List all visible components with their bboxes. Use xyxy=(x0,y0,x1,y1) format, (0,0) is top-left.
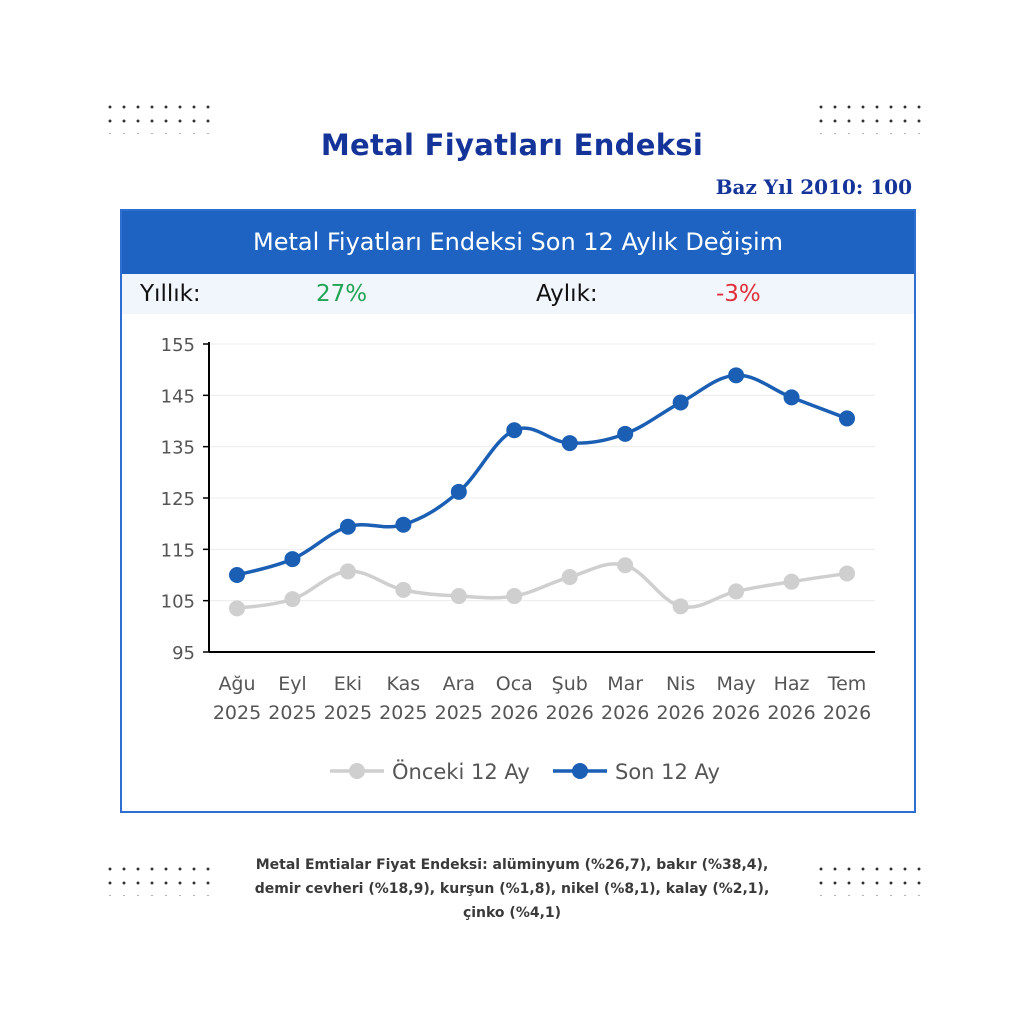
line-chart: 95 105 115 125 135 145 155 Ağu 2025 Eyl 2025 Eki 202… xyxy=(161,335,875,784)
data-point-previous-12-months xyxy=(284,591,301,608)
data-point-last-12-months xyxy=(229,567,245,583)
x-tick-label-month: Ağu xyxy=(218,673,255,695)
base-year-label: Baz Yıl 2010: 100 xyxy=(715,175,912,199)
footnote-line-2: demir cevheri (%18,9), kurşun (%1,8), ni… xyxy=(254,881,770,897)
x-tick-label-month: Mar xyxy=(607,673,643,695)
decorative-dots-bottom-left xyxy=(103,862,215,896)
x-tick-label-month: Şub xyxy=(552,673,588,695)
chart-panel: Metal Fiyatları Endeksi Son 12 Aylık Değ… xyxy=(120,209,916,813)
x-tick-label-year: 2025 xyxy=(324,702,372,724)
x-tick-label-month: Tem xyxy=(827,673,867,695)
data-point-previous-12-months xyxy=(728,583,745,600)
chart-area: 95 105 115 125 135 145 155 Ağu 2025 Eyl 2025 Eki 202… xyxy=(130,314,906,804)
series-line-previous-12-months xyxy=(236,562,848,611)
monthly-label: Aylık: xyxy=(536,281,598,307)
x-tick-label-year: 2026 xyxy=(656,702,704,724)
data-point-last-12-months xyxy=(561,435,578,452)
x-tick-label-year: 2025 xyxy=(213,702,261,724)
x-tick-label-month: Oca xyxy=(496,673,533,695)
data-point-last-12-months xyxy=(339,518,356,535)
data-point-previous-12-months xyxy=(339,563,356,580)
data-point-previous-12-months xyxy=(450,588,467,605)
data-point-previous-12-months xyxy=(617,557,634,574)
x-tick-label-year: 2025 xyxy=(379,702,427,724)
y-tick-label: 115 xyxy=(161,540,195,561)
y-tick-label: 135 xyxy=(161,438,195,459)
yearly-label: Yıllık: xyxy=(140,281,201,307)
x-tick-label-year: 2026 xyxy=(490,702,538,724)
decorative-dots-top-right xyxy=(814,100,926,134)
x-tick-label-year: 2025 xyxy=(435,702,483,724)
x-tick-label-month: Haz xyxy=(774,673,810,695)
x-tick-label-year: 2025 xyxy=(268,702,316,724)
legend-marker-last-12-months xyxy=(572,763,588,779)
panel-header: Metal Fiyatları Endeksi Son 12 Aylık Değ… xyxy=(122,211,914,274)
data-point-last-12-months xyxy=(450,483,467,500)
data-point-previous-12-months xyxy=(506,588,523,605)
stats-row: Yıllık: 27% Aylık: -3% xyxy=(122,274,914,314)
data-point-last-12-months xyxy=(783,389,800,406)
y-tick-label: 105 xyxy=(161,592,195,613)
x-tick-label-month: May xyxy=(716,673,755,695)
decorative-dots-bottom-right xyxy=(814,862,926,896)
legend-label-last-12-months: Son 12 Ay xyxy=(615,760,720,784)
x-tick-label-month: Eki xyxy=(334,673,362,695)
y-tick-label: 125 xyxy=(161,489,195,510)
data-point-last-12-months xyxy=(728,367,745,384)
data-point-last-12-months xyxy=(284,551,301,568)
decorative-dots-top-left xyxy=(103,100,215,134)
y-tick-label: 95 xyxy=(172,643,195,664)
data-point-last-12-months xyxy=(839,410,855,427)
data-point-previous-12-months xyxy=(783,573,800,590)
data-point-previous-12-months xyxy=(395,581,412,598)
data-point-last-12-months xyxy=(672,394,689,411)
series-line-last-12-months xyxy=(236,373,848,577)
data-point-last-12-months xyxy=(617,425,634,442)
x-tick-label-year: 2026 xyxy=(601,702,649,724)
footnote-line-1: Metal Emtialar Fiyat Endeksi: alüminyum … xyxy=(255,857,769,873)
data-point-last-12-months xyxy=(506,422,523,439)
legend-label-previous-12-months: Önceki 12 Ay xyxy=(392,759,530,784)
footnote-line-3: çinko (%4,1) xyxy=(462,905,562,921)
data-point-previous-12-months xyxy=(839,565,855,582)
x-tick-label-month: Kas xyxy=(387,673,421,695)
x-tick-label-month: Ara xyxy=(443,673,475,695)
data-point-previous-12-months xyxy=(229,600,245,617)
y-tick-label: 145 xyxy=(161,386,195,407)
x-tick-label-month: Nis xyxy=(666,673,695,695)
footnote: Metal Emtialar Fiyat Endeksi: alüminyum … xyxy=(232,853,792,925)
yearly-value: 27% xyxy=(316,281,368,307)
data-point-last-12-months xyxy=(395,516,412,533)
legend-marker-previous-12-months xyxy=(349,763,365,779)
y-tick-label: 155 xyxy=(161,335,195,356)
x-tick-label-year: 2026 xyxy=(712,702,760,724)
page-title: Metal Fiyatları Endeksi xyxy=(320,128,704,162)
x-tick-label-year: 2026 xyxy=(767,702,815,724)
x-tick-label-year: 2026 xyxy=(546,702,594,724)
monthly-value: -3% xyxy=(716,281,761,307)
x-tick-label-month: Eyl xyxy=(278,673,307,695)
data-point-previous-12-months xyxy=(561,569,578,586)
data-point-previous-12-months xyxy=(672,598,689,615)
x-tick-label-year: 2026 xyxy=(823,702,871,724)
